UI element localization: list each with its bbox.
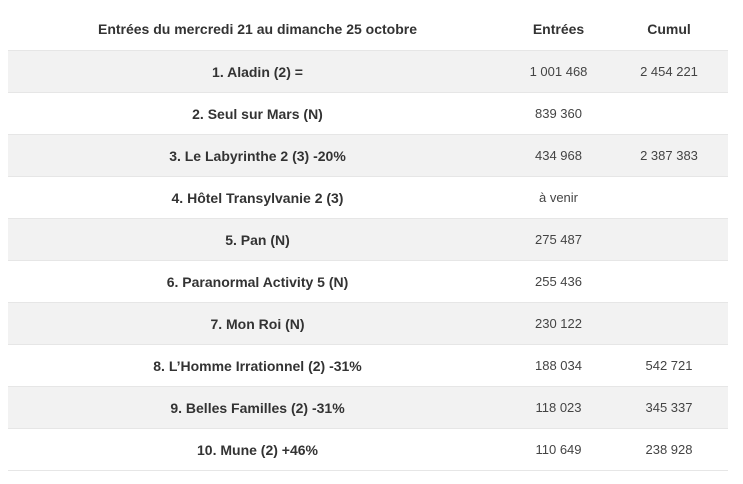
header-cumul: Cumul <box>610 8 728 51</box>
film-entrees: 275 487 <box>507 218 610 261</box>
film-entrees: 230 122 <box>507 302 610 345</box>
film-cumul <box>610 92 728 135</box>
film-title: 3. Le Labyrinthe 2 (3) -20% <box>8 134 507 177</box>
film-cumul: 238 928 <box>610 428 728 471</box>
film-title: 7. Mon Roi (N) <box>8 302 507 345</box>
table-row: 7. Mon Roi (N) 230 122 <box>8 302 728 345</box>
table-row: 6. Paranormal Activity 5 (N) 255 436 <box>8 260 728 303</box>
table-row: 3. Le Labyrinthe 2 (3) -20% 434 968 2 38… <box>8 134 728 177</box>
film-entrees: 118 023 <box>507 386 610 429</box>
header-entrees: Entrées <box>507 8 610 51</box>
film-cumul: 2 454 221 <box>610 50 728 93</box>
film-cumul: 542 721 <box>610 344 728 387</box>
film-cumul <box>610 176 728 219</box>
table-row: 4. Hôtel Transylvanie 2 (3) à venir <box>8 176 728 219</box>
film-cumul <box>610 260 728 303</box>
film-entrees: 1 001 468 <box>507 50 610 93</box>
film-title: 1. Aladin (2) = <box>8 50 507 93</box>
film-title: 4. Hôtel Transylvanie 2 (3) <box>8 176 507 219</box>
film-title: 6. Paranormal Activity 5 (N) <box>8 260 507 303</box>
table-row: 5. Pan (N) 275 487 <box>8 218 728 261</box>
table-row: 2. Seul sur Mars (N) 839 360 <box>8 92 728 135</box>
header-period: Entrées du mercredi 21 au dimanche 25 oc… <box>8 8 507 51</box>
table-row: 8. L’Homme Irrationnel (2) -31% 188 034 … <box>8 344 728 387</box>
table-row: 1. Aladin (2) = 1 001 468 2 454 221 <box>8 50 728 93</box>
film-title: 10. Mune (2) +46% <box>8 428 507 471</box>
table-header-row: Entrées du mercredi 21 au dimanche 25 oc… <box>8 8 728 51</box>
box-office-table: Entrées du mercredi 21 au dimanche 25 oc… <box>8 8 728 471</box>
film-entrees: 434 968 <box>507 134 610 177</box>
film-cumul <box>610 218 728 261</box>
film-entrees: 255 436 <box>507 260 610 303</box>
film-entrees: 188 034 <box>507 344 610 387</box>
box-office-table-container: Entrées du mercredi 21 au dimanche 25 oc… <box>8 8 728 471</box>
table-row: 9. Belles Familles (2) -31% 118 023 345 … <box>8 386 728 429</box>
film-title: 2. Seul sur Mars (N) <box>8 92 507 135</box>
film-entrees: à venir <box>507 176 610 219</box>
film-entrees: 839 360 <box>507 92 610 135</box>
film-cumul <box>610 302 728 345</box>
film-cumul: 2 387 383 <box>610 134 728 177</box>
film-title: 9. Belles Familles (2) -31% <box>8 386 507 429</box>
film-title: 5. Pan (N) <box>8 218 507 261</box>
table-row: 10. Mune (2) +46% 110 649 238 928 <box>8 428 728 471</box>
film-entrees: 110 649 <box>507 428 610 471</box>
film-title: 8. L’Homme Irrationnel (2) -31% <box>8 344 507 387</box>
film-cumul: 345 337 <box>610 386 728 429</box>
